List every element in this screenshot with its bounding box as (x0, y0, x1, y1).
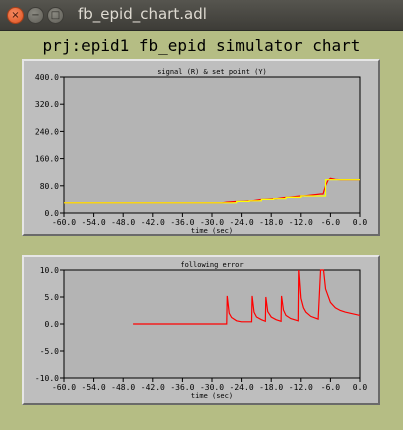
y-tick-label: 320.0 (35, 100, 59, 109)
x-tick-label: -30.0 (200, 383, 224, 392)
y-tick-label: 5.0 (45, 293, 60, 302)
signal-chart: signal (R) & set point (Y) -60.0 -54.0 -48.… (35, 68, 368, 234)
x-tick-label: -48.0 (111, 218, 135, 227)
window-title: fb_epid_chart.adl (78, 5, 207, 23)
y-tick-label: 0.0 (45, 209, 60, 218)
maximize-icon[interactable]: □ (47, 7, 64, 24)
y-tick-label: 0.0 (45, 320, 60, 329)
error-chart: following error -60.0 -54.0 -48.0 -42.0 -36.0… (35, 261, 368, 400)
minimize-icon[interactable]: − (27, 7, 44, 24)
series-line-y (64, 179, 360, 204)
chart-title: following error (180, 261, 243, 269)
x-tick-label: -54.0 (82, 218, 106, 227)
x-tick-label: -36.0 (170, 383, 194, 392)
x-tick-label: -60.0 (52, 218, 76, 227)
x-tick-label: -54.0 (82, 383, 106, 392)
y-tick-label: -5.0 (40, 347, 59, 356)
y-tick-label: 160.0 (35, 155, 59, 164)
x-tick-label: -42.0 (141, 218, 165, 227)
window-titlebar: × − □ fb_epid_chart.adl (0, 0, 403, 31)
y-tick-label: 10.0 (40, 266, 59, 275)
x-tick-label: -24.0 (230, 218, 254, 227)
x-tick-label: -42.0 (141, 383, 165, 392)
y-tick-label: -10.0 (35, 374, 59, 383)
x-tick-label: -30.0 (200, 218, 224, 227)
signal-chart-panel: signal (R) & set point (Y) -60.0 -54.0 -48.… (22, 59, 380, 236)
y-tick-label: 400.0 (35, 73, 59, 82)
x-tick-label: 0.0 (353, 383, 368, 392)
x-tick-label: 0.0 (353, 218, 368, 227)
x-tick-label: -60.0 (52, 383, 76, 392)
y-tick-label: 240.0 (35, 127, 59, 136)
x-tick-label: -6.0 (321, 218, 340, 227)
x-tick-label: -24.0 (230, 383, 254, 392)
x-axis-label: time (sec) (191, 392, 233, 400)
x-tick-label: -18.0 (259, 383, 283, 392)
x-tick-label: -12.0 (289, 383, 313, 392)
series-line-error (133, 269, 361, 325)
close-icon[interactable]: × (7, 7, 24, 24)
chart-title: signal (R) & set point (Y) (157, 68, 267, 76)
x-tick-label: -48.0 (111, 383, 135, 392)
x-tick-label: -18.0 (259, 218, 283, 227)
x-tick-label: -6.0 (321, 383, 340, 392)
error-chart-panel: following error -60.0 -54.0 -48.0 -42.0 -36.0… (22, 255, 380, 405)
y-tick-label: 80.0 (40, 182, 59, 191)
x-tick-label: -12.0 (289, 218, 313, 227)
x-tick-label: -36.0 (170, 218, 194, 227)
page-title: prj:epid1 fb_epid simulator chart (42, 36, 361, 55)
plot-area (63, 76, 361, 214)
x-axis-label: time (sec) (191, 227, 233, 234)
